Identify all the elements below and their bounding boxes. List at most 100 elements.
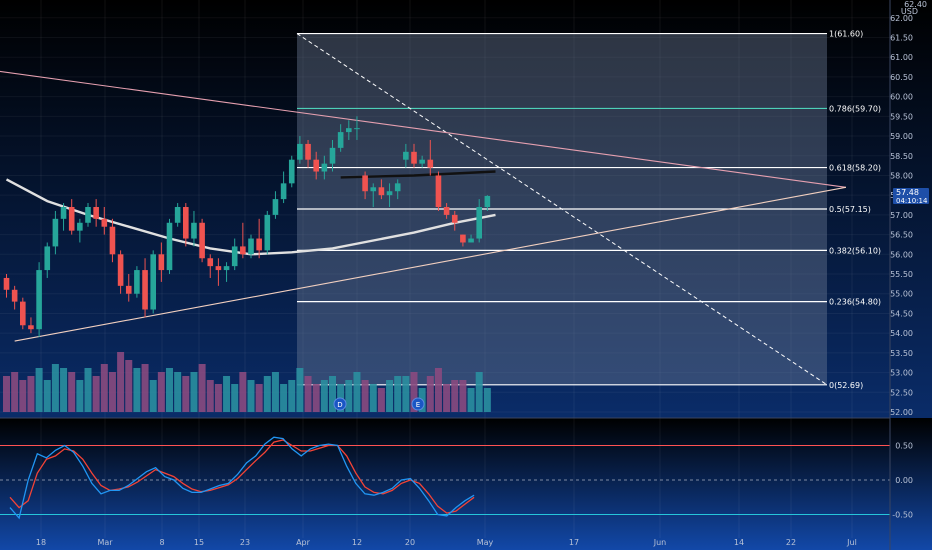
y-tick-label: 59.00 <box>890 132 913 141</box>
candle-body <box>378 187 385 196</box>
candle <box>174 203 181 227</box>
volume-bar <box>206 380 214 412</box>
candle <box>419 155 425 168</box>
candle-body <box>288 159 295 184</box>
trendline-upper[interactable] <box>0 69 847 188</box>
candle <box>77 218 83 243</box>
candle-body <box>476 207 482 239</box>
candle-body <box>248 238 254 255</box>
candle-body <box>68 207 75 231</box>
x-tick-label: Jun <box>653 538 667 547</box>
candle <box>427 139 434 176</box>
volume-bar <box>239 372 247 412</box>
candle-body <box>329 147 336 164</box>
candle <box>199 218 205 263</box>
volume-bar <box>312 384 320 412</box>
fib-level-label: 0.786(59.70) <box>829 104 881 113</box>
volume-bar <box>451 380 459 412</box>
volume-bar <box>166 368 173 412</box>
fib-level-label: 0.236(54.80) <box>829 298 881 307</box>
candle <box>207 254 214 278</box>
volume-bar <box>190 372 198 412</box>
y-tick-label: 60.50 <box>890 73 913 82</box>
candle-body <box>313 159 319 172</box>
candle-body <box>460 234 466 243</box>
candle <box>337 124 344 152</box>
volume-bar <box>459 380 467 412</box>
volume-bar <box>345 380 353 412</box>
last-price-tag: 57.48 04:10:14 <box>893 187 929 205</box>
y-tick-label: 53.00 <box>890 369 913 378</box>
candle-body <box>52 218 59 247</box>
volume-bar <box>353 372 361 412</box>
candle <box>117 250 124 294</box>
price-scale-header: 62.40 USD <box>901 0 927 16</box>
candle-body <box>451 214 458 223</box>
y-tick-label: 56.50 <box>890 231 913 240</box>
candle <box>362 171 368 200</box>
candle-body <box>109 226 116 255</box>
event-marker-circle[interactable] <box>333 397 347 411</box>
candle <box>468 234 474 243</box>
volume-bar <box>84 368 92 412</box>
volume-bar <box>125 360 133 412</box>
candle <box>183 203 189 247</box>
x-tick-label: 18 <box>36 538 46 547</box>
x-tick-label: 23 <box>240 538 250 547</box>
candle-body <box>93 207 99 219</box>
candle-body <box>158 254 165 271</box>
candle-body <box>394 183 401 192</box>
candle <box>28 317 34 334</box>
candle-body <box>60 207 67 219</box>
candle-body <box>20 301 26 326</box>
trendline-lower[interactable] <box>14 186 847 342</box>
volume-bar <box>394 376 402 412</box>
candle <box>109 218 116 263</box>
candle-body <box>36 270 42 330</box>
candle <box>321 155 328 180</box>
x-tick-label: 12 <box>352 538 362 547</box>
fibonacci-retracement[interactable]: 1(61.60) 0.786(59.70) 0.618(58.20) 0.5(57.1… <box>296 30 881 390</box>
y-tick-label: 53.50 <box>890 349 913 358</box>
y-tick-label: 61.50 <box>890 33 913 42</box>
volume-bar <box>223 376 231 412</box>
trendlines[interactable] <box>0 69 847 342</box>
stoch-d-line <box>9 439 475 514</box>
candle <box>370 183 377 207</box>
candle-body <box>272 199 279 215</box>
volume-bar <box>271 372 279 412</box>
stoch-tick-label: 0.00 <box>895 476 913 485</box>
stoch-k-line <box>9 436 475 520</box>
fib-level-label: 1(61.60) <box>829 30 863 39</box>
candle-body <box>354 128 360 130</box>
x-tick-label: Apr <box>296 538 311 547</box>
volume-bar <box>19 380 27 412</box>
volume-bar <box>288 380 296 412</box>
candle <box>354 116 360 140</box>
candle <box>85 203 91 227</box>
candle-body <box>386 191 393 196</box>
candle <box>394 179 401 200</box>
y-tick-label: 57.00 <box>890 211 913 220</box>
candle <box>451 210 458 231</box>
y-tick-label: 52.00 <box>890 408 913 417</box>
candle <box>476 199 482 243</box>
candle-body <box>44 246 51 271</box>
oscillator-pane-background <box>0 418 932 550</box>
candle-body <box>411 151 417 164</box>
fib-trend-diagonal[interactable] <box>296 33 828 386</box>
candle <box>52 210 59 255</box>
event-marker-circle[interactable] <box>411 397 425 411</box>
y-tick-label: 58.00 <box>890 171 913 180</box>
event-marker-letter: E <box>416 401 420 409</box>
y-tick-label: 58.50 <box>890 152 913 161</box>
candle <box>460 234 466 247</box>
candle-body <box>256 238 262 251</box>
candle <box>20 297 26 330</box>
candle-body <box>117 254 124 286</box>
fib-level-label: 0.5(57.15) <box>829 205 871 214</box>
candle <box>36 262 42 338</box>
volume-bar <box>434 368 442 412</box>
